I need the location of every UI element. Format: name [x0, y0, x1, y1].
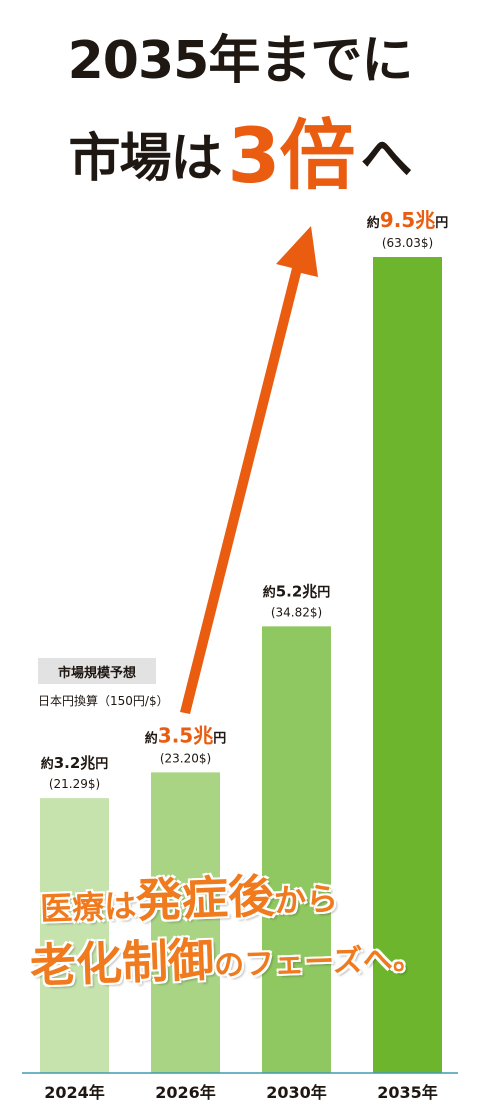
- growth-arrow: [180, 226, 318, 714]
- overlay-line1-c: から: [273, 879, 339, 920]
- overlay-line2-b: のフェーズへ。: [213, 941, 424, 984]
- category-label: 2024年: [44, 1083, 105, 1102]
- bar-2030年: [262, 626, 331, 1073]
- legend-title: 市場規模予想: [57, 666, 136, 681]
- value-label: 約3.2兆円: [41, 754, 109, 772]
- usd-label: (34.82$): [271, 605, 322, 619]
- legend-title-box: 市場規模予想: [38, 658, 156, 684]
- overlay-line1-b: 発症後: [135, 868, 275, 928]
- usd-label: (23.20$): [160, 751, 211, 765]
- value-label: 約5.2兆円: [263, 582, 331, 600]
- usd-label: (63.03$): [382, 236, 433, 250]
- overlay-line2-a: 老化制御: [29, 932, 215, 993]
- overlay-line1-a: 医療は: [39, 886, 137, 928]
- headline-line1: 2035年までに: [67, 31, 414, 91]
- value-label: 約3.5兆円: [145, 723, 226, 747]
- value-label: 約9.5兆円: [367, 208, 448, 232]
- category-label: 2035年: [377, 1083, 438, 1102]
- overlay-line2: 老化制御のフェーズへ。: [29, 916, 424, 996]
- usd-label: (21.29$): [49, 777, 100, 791]
- headline-line2: 市場は3倍へ: [0, 112, 480, 194]
- bar-2024年: [40, 798, 109, 1073]
- headline-line2-before: 市場は: [68, 129, 223, 189]
- headline-line2-after: へ: [360, 129, 412, 189]
- category-label: 2026年: [155, 1083, 216, 1102]
- headline-highlight: 3倍: [227, 111, 356, 200]
- legend-note: 日本円換算（150円/$）: [38, 694, 169, 708]
- bar-2035年: [373, 257, 442, 1073]
- category-label: 2030年: [266, 1083, 327, 1102]
- bar-2026年: [151, 772, 220, 1073]
